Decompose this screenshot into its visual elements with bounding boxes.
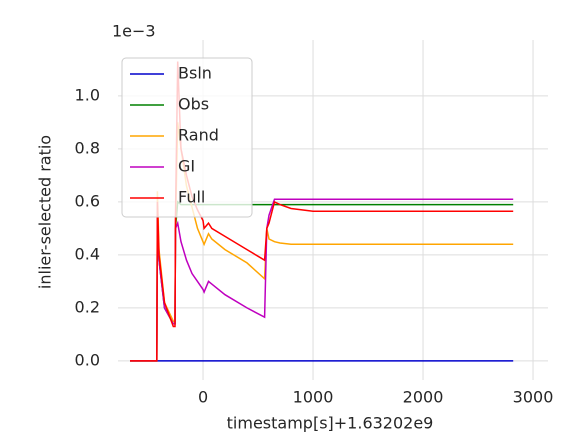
legend-label: Bsln bbox=[178, 64, 212, 83]
y-tick-label: 1.0 bbox=[75, 85, 100, 104]
series-line bbox=[130, 198, 514, 362]
y-tick-label: 0.8 bbox=[75, 138, 100, 157]
y-tick-label: 0.0 bbox=[75, 350, 100, 369]
y-tick-label: 0.4 bbox=[75, 244, 100, 263]
series-line bbox=[130, 122, 514, 362]
x-axis-label: timestamp[s]+1.63202e9 bbox=[227, 414, 434, 433]
legend-label: Rand bbox=[178, 126, 219, 145]
x-tick-label: 0 bbox=[198, 388, 208, 407]
y-tick-label: 0.2 bbox=[75, 297, 100, 316]
y-axis-label: inlier-selected ratio bbox=[36, 135, 55, 289]
legend-label: Full bbox=[178, 188, 205, 207]
y-offset-label: 1e−3 bbox=[112, 22, 156, 41]
legend-label: Obs bbox=[178, 95, 209, 114]
legend-box bbox=[121, 57, 253, 218]
x-tick-label: 3000 bbox=[513, 388, 554, 407]
series-line bbox=[130, 200, 514, 362]
legend-label: GI bbox=[178, 157, 195, 176]
x-tick-label: 2000 bbox=[403, 388, 444, 407]
y-tick-label: 0.6 bbox=[75, 191, 100, 210]
series-line bbox=[130, 61, 514, 362]
x-tick-label: 1000 bbox=[293, 388, 334, 407]
